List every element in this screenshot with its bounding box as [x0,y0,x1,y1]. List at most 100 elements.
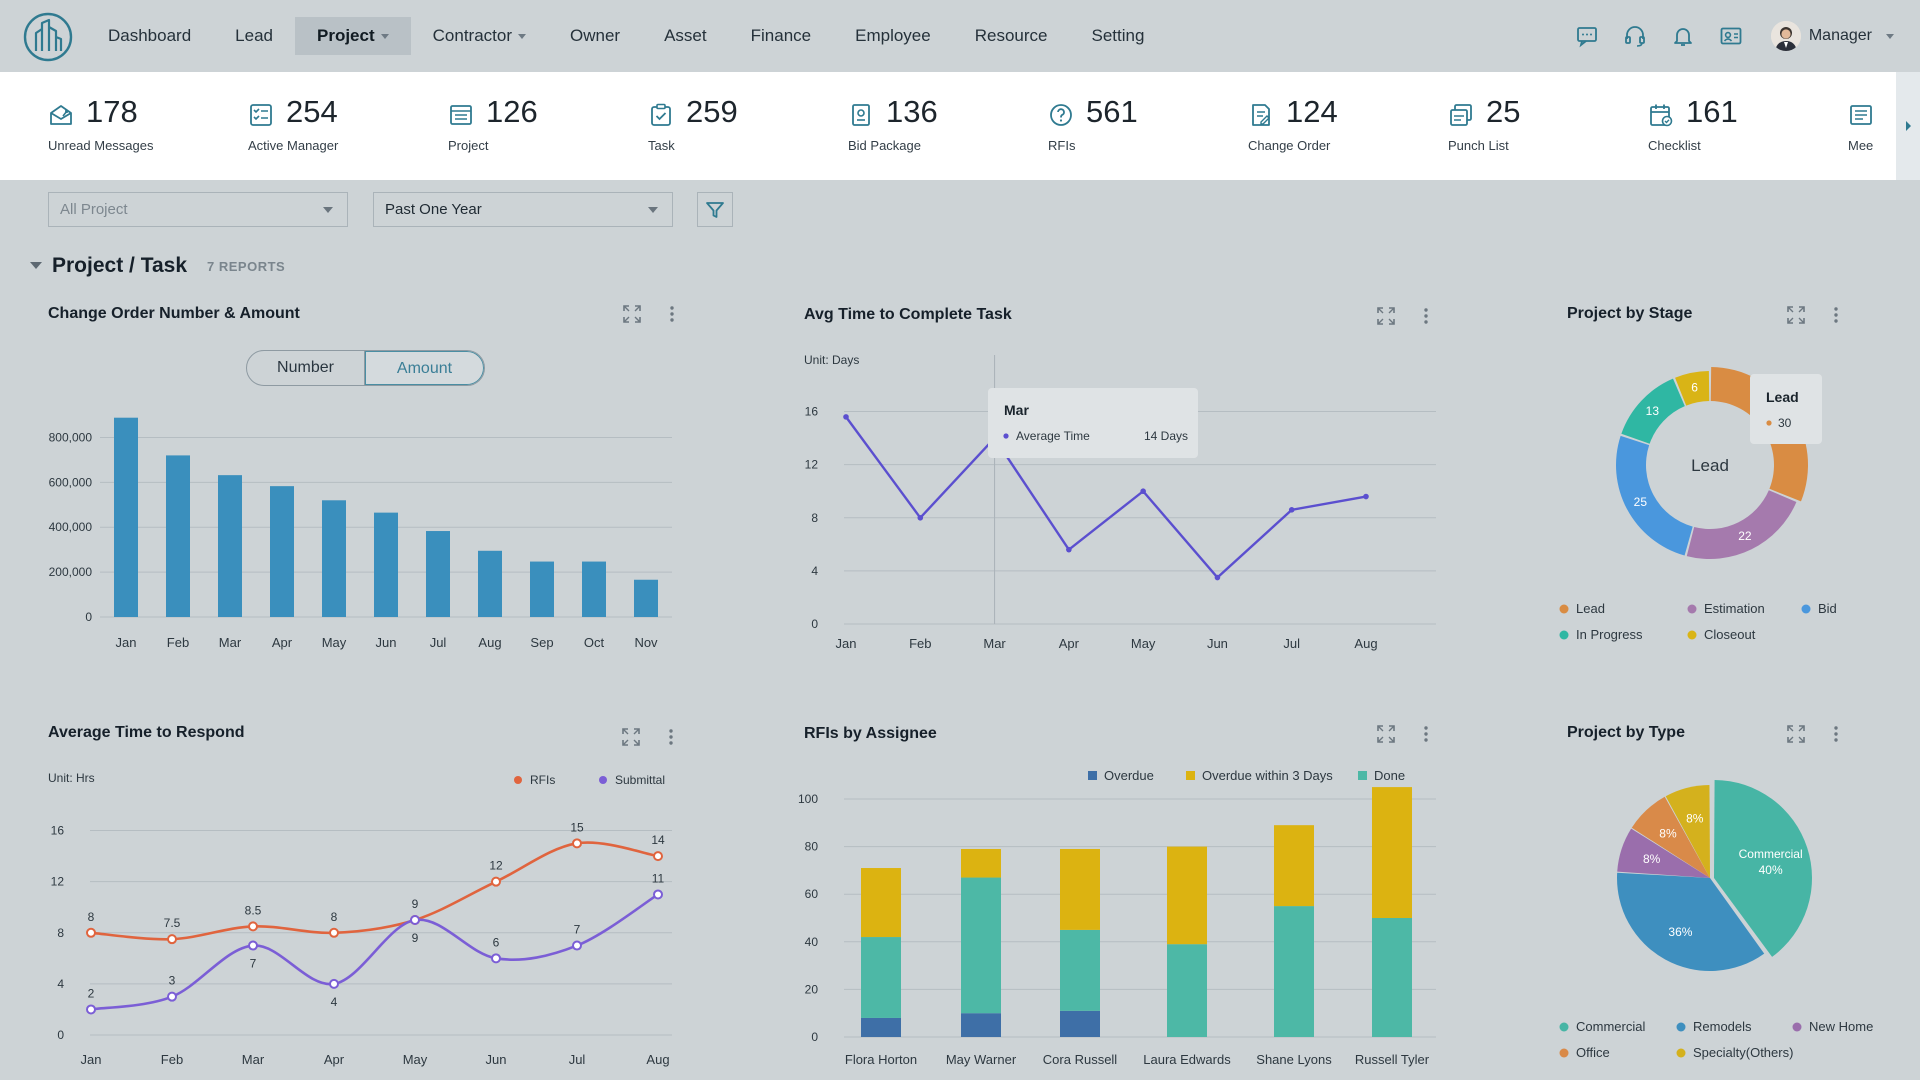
y-tick-label: 0 [811,617,818,631]
x-tick-label: Nov [634,635,658,650]
headset-icon[interactable] [1623,24,1647,48]
data-label: 4 [331,995,338,1009]
stats-scroll-next-button[interactable] [1896,72,1920,180]
bar-segment [961,1013,1001,1037]
app-logo-icon[interactable] [22,11,74,63]
bell-icon[interactable] [1671,24,1695,48]
widget-title: Project by Stage [1567,305,1693,322]
stat-punch-list[interactable]: 25 Punch List [1448,94,1638,164]
data-label: 2 [88,986,95,1000]
project-type-widget-header: Project by Type [1567,724,1867,748]
more-options-icon[interactable] [668,304,676,324]
stat-change-order[interactable]: 124 Change Order [1248,94,1438,164]
contact-card-icon[interactable] [1719,24,1743,48]
expand-icon[interactable] [1786,724,1806,744]
stat-value: 124 [1286,94,1338,129]
period-select[interactable]: Past One Year [373,192,673,227]
y-tick-label: 0 [57,1028,64,1042]
chevron-down-icon [518,34,527,40]
number-amount-toggle[interactable]: Number Amount [246,350,485,386]
filter-button[interactable] [697,192,733,227]
stat-rfis[interactable]: 561 RFIs [1048,94,1238,164]
bar-segment [961,848,1001,878]
data-point [1363,493,1369,500]
y-tick-label: 80 [805,840,819,854]
data-point [843,414,849,420]
y-tick-label: 4 [811,564,818,578]
nav-item-contractor[interactable]: Contractor [411,17,548,55]
project-stage-chart: 22 25 13 6 Lead Lead 30 Lead Estimation Bid In Pro… [1559,367,1837,642]
data-point [1066,546,1072,553]
more-options-icon[interactable] [1832,305,1840,325]
slice-label: 13 [1646,404,1660,418]
legend-marker [1559,1048,1569,1058]
nav-item-resource[interactable]: Resource [953,17,1070,55]
user-menu[interactable]: Manager [1770,21,1894,51]
stat-unread-messages[interactable]: 178 Unread Messages [48,94,238,164]
series-line [845,416,1367,580]
collapse-caret-icon[interactable] [30,261,42,271]
stat-active-manager[interactable]: 254 Active Manager [248,94,438,164]
widget-title: Project by Type [1567,724,1685,741]
legend-label: Lead [1576,601,1605,616]
stat-checklist[interactable]: 161 Checklist [1648,94,1838,164]
project-select[interactable]: All Project [48,192,348,227]
expand-icon[interactable] [622,304,642,324]
y-tick-label: 60 [805,887,819,901]
more-options-icon[interactable] [1422,724,1430,744]
bar [322,500,346,617]
expand-icon[interactable] [621,727,641,747]
expand-icon[interactable] [1786,305,1806,325]
more-options-icon[interactable] [1832,724,1840,744]
x-tick-label: Aug [478,635,501,650]
legend-label: Closeout [1704,627,1756,642]
x-tick-label: May [1131,636,1156,651]
more-options-icon[interactable] [667,727,675,747]
legend-label: Estimation [1704,601,1765,616]
x-tick-label: May Warner [946,1052,1017,1067]
stat-mee[interactable]: Mee [1848,94,1920,164]
more-options-icon[interactable] [1422,306,1430,326]
y-tick-label: 0 [85,610,92,624]
toggle-number[interactable]: Number [247,351,365,385]
data-point [1288,507,1295,513]
toggle-amount[interactable]: Amount [365,351,484,385]
nav-right-tools: Manager [1575,16,1894,56]
stat-project[interactable]: 126 Project [448,94,638,164]
x-tick-label: Aug [1354,636,1377,651]
nav-item-dashboard[interactable]: Dashboard [86,17,213,55]
expand-icon[interactable] [1376,724,1396,744]
x-tick-label: Mar [219,635,242,650]
bar [478,550,502,617]
nav-item-label: Project [317,26,375,45]
nav-item-employee[interactable]: Employee [833,17,953,55]
x-tick-label: Apr [1059,636,1080,651]
legend-marker [1676,1048,1686,1058]
x-tick-label: Apr [324,1052,345,1067]
section-header[interactable]: Project / Task 7 REPORTS [30,252,285,280]
stat-value: 561 [1086,94,1138,129]
nav-item-asset[interactable]: Asset [642,17,729,55]
data-label: 6 [493,935,500,949]
unit-label: Unit: Days [804,353,859,367]
x-tick-label: Russell Tyler [1355,1052,1430,1067]
nav-item-owner[interactable]: Owner [548,17,642,55]
chat-icon[interactable] [1575,24,1599,48]
slice-label: 8% [1643,852,1661,866]
meeting-notes-icon [1850,105,1872,125]
x-tick-label: Laura Edwards [1143,1052,1231,1067]
change-order-chart: 0 200,000 400,000 600,000 800,000 Jan Feb Mar Ap… [49,417,672,650]
nav-item-lead[interactable]: Lead [213,17,295,55]
stat-task[interactable]: 259 Task [648,94,838,164]
nav-item-project[interactable]: Project [295,17,411,55]
bar [374,512,398,617]
nav-item-finance[interactable]: Finance [729,17,833,55]
unit-label: Unit: Hrs [48,771,95,785]
donut-slice [1686,490,1797,559]
nav-item-setting[interactable]: Setting [1069,17,1166,55]
data-point [329,978,339,989]
y-tick-label: 4 [57,977,64,991]
stat-bid-package[interactable]: 136 Bid Package [848,94,1038,164]
legend-label: Overdue [1104,768,1154,783]
expand-icon[interactable] [1376,306,1396,326]
